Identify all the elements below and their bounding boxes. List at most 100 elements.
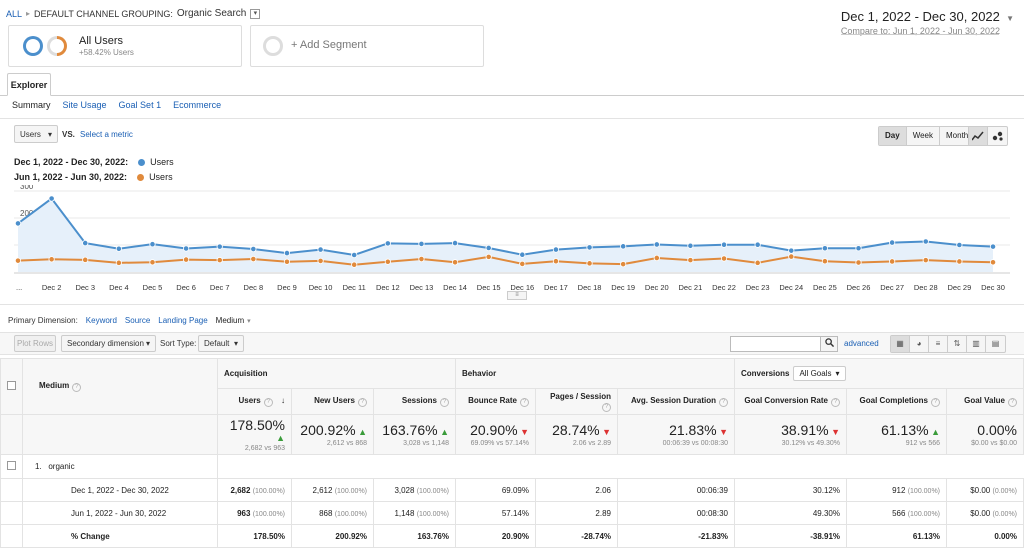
week-button[interactable]: Week <box>907 127 940 145</box>
dimension-medium-active[interactable]: Medium <box>215 316 245 325</box>
column-avg-session-duration[interactable]: Avg. Session Duration? <box>617 388 735 415</box>
secondary-dimension-select[interactable]: Secondary dimension ▾ <box>61 335 156 352</box>
table-cell: 178.50% <box>217 524 292 548</box>
table-cell: 20.90% <box>455 524 536 548</box>
subtab-ecommerce[interactable]: Ecommerce <box>173 100 222 110</box>
x-tick-label: Dec 22 <box>712 283 736 292</box>
pie-chart-icon[interactable]: ◕ <box>910 336 929 352</box>
chevron-down-icon: ▼ <box>1006 14 1014 23</box>
add-segment-button[interactable]: + Add Segment <box>291 39 367 51</box>
primary-dimension-bar: Primary Dimension: Keyword Source Landin… <box>8 316 251 325</box>
column-pages-session[interactable]: Pages / Session? <box>535 388 618 415</box>
behavior-group-header: Behavior <box>455 358 735 389</box>
segment-donut-icon <box>23 36 43 56</box>
column-sessions[interactable]: Sessions? <box>373 388 456 415</box>
comparison-icon[interactable]: ⇅ <box>948 336 967 352</box>
help-icon: ? <box>602 402 611 412</box>
data-point <box>451 259 459 266</box>
add-segment-box[interactable]: + Add Segment <box>250 25 484 67</box>
metric-select[interactable]: Users ▾ <box>14 125 58 143</box>
select-metric-link[interactable]: Select a metric <box>80 130 133 139</box>
data-point <box>82 240 89 247</box>
table-row: Jun 1, 2022 - Jun 30, 2022 963 (100.00%) 8… <box>0 501 1024 525</box>
x-tick-label: Dec 29 <box>947 283 971 292</box>
motion-chart-icon[interactable] <box>988 127 1007 145</box>
term-cloud-icon[interactable]: ▥ <box>967 336 986 352</box>
date-range-selector[interactable]: Dec 1, 2022 - Dec 30, 2022 Compare to: J… <box>841 9 1014 36</box>
subtab-site-usage[interactable]: Site Usage <box>62 100 107 110</box>
data-point <box>149 241 156 248</box>
cell-percent: (100.00%) <box>907 487 940 495</box>
tab-explorer[interactable]: Explorer <box>7 73 51 96</box>
plot-rows-button[interactable]: Plot Rows <box>14 335 56 352</box>
advanced-filter-link[interactable]: advanced <box>844 339 879 348</box>
dimension-landing-page-link[interactable]: Landing Page <box>158 316 208 325</box>
select-all-checkbox[interactable] <box>7 381 16 390</box>
table-cell: 57.14% <box>455 501 536 525</box>
help-icon[interactable]: ? <box>72 383 82 392</box>
cell-percent: (100.00%) <box>252 510 285 518</box>
x-tick-label: Dec 14 <box>443 283 467 292</box>
totals-change-value: 178.50% <box>229 417 285 433</box>
x-tick-label: Dec 19 <box>611 283 635 292</box>
table-cell: 566 (100.00%) <box>846 501 947 525</box>
cell-value: 566 <box>892 508 906 518</box>
data-point <box>687 257 694 264</box>
data-point <box>216 257 223 264</box>
explorer-subtabs: Summary Site Usage Goal Set 1 Ecommerce <box>12 100 221 110</box>
column-new-users[interactable]: New Users? <box>291 388 374 415</box>
data-point <box>384 240 391 247</box>
data-point <box>384 258 391 265</box>
segment-all-users[interactable]: All Users +58.42% Users <box>8 25 242 67</box>
data-point <box>821 258 828 265</box>
x-tick-label: Dec 6 <box>176 283 196 292</box>
dimension-source-link[interactable]: Source <box>124 316 151 325</box>
medium-column-header[interactable]: Medium? <box>22 358 218 415</box>
x-tick-label: Dec 12 <box>376 283 400 292</box>
breadcrumb-dropdown-icon[interactable]: ▾ <box>250 8 261 19</box>
search-icon[interactable] <box>820 337 837 351</box>
column-users[interactable]: Users? ↓ <box>217 388 292 415</box>
subtab-summary[interactable]: Summary <box>12 100 51 110</box>
line-chart-icon[interactable] <box>969 127 989 145</box>
day-button[interactable]: Day <box>879 127 907 145</box>
column-goal-value[interactable]: Goal Value? <box>946 388 1024 415</box>
table-cell: 00:08:30 <box>617 501 735 525</box>
all-goals-select[interactable]: All Goals ▾ <box>793 366 846 381</box>
data-point <box>922 257 929 264</box>
column-goal-conversion-rate[interactable]: Goal Conversion Rate? <box>734 388 847 415</box>
performance-bars-icon[interactable]: ≡ <box>929 336 948 352</box>
cell-value: 61.13% <box>912 531 940 541</box>
legend-current-metric: Users <box>150 157 174 167</box>
conversions-group-header: Conversions All Goals ▾ <box>734 358 1024 389</box>
row-organic-link[interactable]: organic <box>48 462 75 471</box>
chevron-down-icon: ▾ <box>145 339 150 348</box>
table-column-header-row: Users? ↓ New Users? Sessions? Bounce Rat… <box>1 388 1024 415</box>
subtab-goal-set[interactable]: Goal Set 1 <box>118 100 162 110</box>
legend-compare-range: Jun 1, 2022 - Jun 30, 2022: <box>14 172 128 182</box>
cell-value: 868 <box>319 508 333 518</box>
data-point <box>485 253 492 260</box>
pivot-icon[interactable]: ▤ <box>991 339 1000 348</box>
cell-value: $0.00 <box>970 508 991 518</box>
table-search-input[interactable] <box>730 336 838 352</box>
column-goal-completions[interactable]: Goal Completions? <box>846 388 947 415</box>
cell-percent: (100.00%) <box>334 487 367 495</box>
series-line <box>17 197 994 257</box>
data-point <box>956 241 963 249</box>
table-cell: 49.30% <box>734 501 847 525</box>
sort-type-select[interactable]: Default ▾ <box>198 335 244 352</box>
sort-descending-icon: ↓ <box>281 396 285 405</box>
data-point <box>48 256 55 263</box>
dimension-keyword-link[interactable]: Keyword <box>85 316 117 325</box>
chevron-down-icon: ▾ <box>47 129 52 139</box>
table-cell: -28.74% <box>535 524 618 548</box>
cell-value: 49.30% <box>812 508 840 518</box>
cell-value: 2.89 <box>595 508 611 518</box>
row-checkbox[interactable] <box>7 461 16 470</box>
breadcrumb-all-link[interactable]: ALL <box>6 8 23 19</box>
month-button[interactable]: Month <box>946 131 969 140</box>
data-table-icon[interactable]: ▦ <box>891 336 910 352</box>
chart-resize-handle[interactable]: ≡ <box>507 291 527 300</box>
column-bounce-rate[interactable]: Bounce Rate? <box>455 388 536 415</box>
